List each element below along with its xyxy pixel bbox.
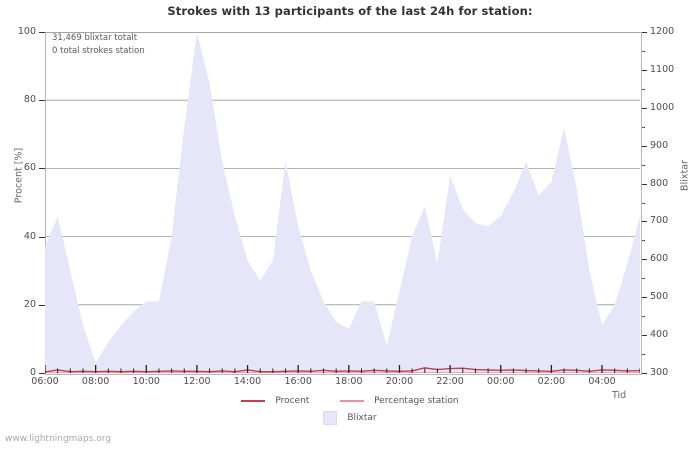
- y-tick-label-right: 600: [650, 253, 669, 265]
- y-tick-mark-right: [641, 259, 647, 261]
- y-tick-mark-left: [39, 304, 45, 306]
- plot-canvas[interactable]: [45, 32, 640, 373]
- y-minor-tick-mark-right: [641, 126, 645, 128]
- y-tick-mark-right: [641, 32, 647, 33]
- x-tick-label: 18:00: [335, 376, 363, 387]
- y-tick-mark-right: [641, 335, 647, 337]
- x-tick-marks: [45, 365, 640, 373]
- y-tick-mark-left: [39, 236, 45, 238]
- y-minor-tick-mark-right: [641, 240, 645, 242]
- series-line-procent: [45, 367, 640, 373]
- y-tick-label-right: 1000: [650, 101, 675, 113]
- y-tick-mark-right: [641, 297, 647, 299]
- annotation-total-strokes: 31,469 blixtar totalt: [52, 33, 138, 43]
- legend-item-procent[interactable]: Procent: [241, 396, 309, 407]
- y-tick-mark-right: [641, 69, 647, 71]
- x-tick-label: 08:00: [81, 376, 110, 387]
- legend-label-blixtar: Blixtar: [347, 413, 377, 423]
- legend-label-percentage-station: Percentage station: [374, 396, 459, 406]
- x-axis-title: Tid: [612, 390, 627, 401]
- x-tick-label: 16:00: [284, 376, 312, 387]
- x-tick-label: 20:00: [385, 376, 414, 387]
- y-tick-label-left: 80: [23, 94, 36, 106]
- legend-item-percentage-station[interactable]: Percentage station: [340, 396, 459, 407]
- footer-url: www.lightningmaps.org: [5, 434, 111, 444]
- x-tick-label: 02:00: [537, 376, 566, 387]
- x-tick-label: 00:00: [487, 376, 515, 387]
- x-tick-label: 12:00: [183, 376, 211, 387]
- y-tick-mark-left: [39, 100, 45, 102]
- x-tick-label: 14:00: [233, 376, 262, 387]
- y-tick-label-left: 60: [23, 162, 36, 174]
- y-minor-tick-mark-right: [641, 202, 645, 204]
- y-tick-mark-right: [641, 145, 647, 147]
- legend-swatch-percentage-station: [340, 399, 365, 403]
- y-tick-mark-right: [641, 373, 647, 374]
- y-tick-mark-right: [641, 221, 647, 223]
- x-tick-label: 06:00: [31, 376, 59, 387]
- legend-swatch-blixtar: [323, 411, 338, 425]
- x-tick-label: 04:00: [588, 376, 616, 387]
- x-tick-label: 22:00: [436, 376, 464, 387]
- y-minor-tick-mark-right: [641, 354, 645, 356]
- y-minor-tick-mark-right: [641, 50, 645, 52]
- y-minor-tick-mark-right: [641, 316, 645, 318]
- y-tick-mark-left: [39, 32, 45, 33]
- y-tick-mark-right: [641, 183, 647, 185]
- y-tick-label-left: 100: [17, 26, 36, 37]
- legend-row-secondary: Blixtar: [0, 411, 700, 425]
- y-tick-label-right: 800: [650, 177, 669, 189]
- series-area-blixtar: [45, 32, 640, 373]
- y-tick-label-right: 300: [650, 367, 669, 378]
- y-tick-label-right: 1200: [650, 26, 675, 37]
- y-tick-label-left: 0: [29, 367, 36, 378]
- chart-title: Strokes with 13 participants of the last…: [167, 4, 533, 18]
- y-minor-tick-mark-right: [641, 164, 645, 166]
- legend-item-blixtar[interactable]: Blixtar: [323, 411, 377, 425]
- x-tick-label: 10:00: [132, 376, 160, 387]
- y-tick-mark-left: [39, 168, 45, 170]
- y-tick-label-right: 500: [650, 291, 669, 303]
- y-minor-tick-mark-right: [641, 88, 645, 90]
- y-tick-mark-right: [641, 107, 647, 109]
- y-tick-label-right: 700: [650, 215, 669, 227]
- y-tick-label-right: 400: [650, 329, 669, 341]
- y-axis-left-title: Procent [%]: [13, 147, 25, 204]
- annotation-station-strokes: 0 total strokes station: [52, 46, 145, 56]
- legend-label-procent: Procent: [275, 396, 310, 406]
- y-tick-label-right: 1100: [650, 63, 675, 75]
- y-minor-tick-mark-right: [641, 278, 645, 280]
- y-tick-mark-left: [39, 373, 45, 374]
- y-tick-label-left: 40: [23, 230, 36, 242]
- legend-swatch-procent: [241, 399, 266, 403]
- y-tick-label-right: 900: [650, 139, 669, 151]
- legend-row-primary: Procent Percentage station: [0, 396, 700, 407]
- y-tick-label-left: 20: [23, 298, 36, 310]
